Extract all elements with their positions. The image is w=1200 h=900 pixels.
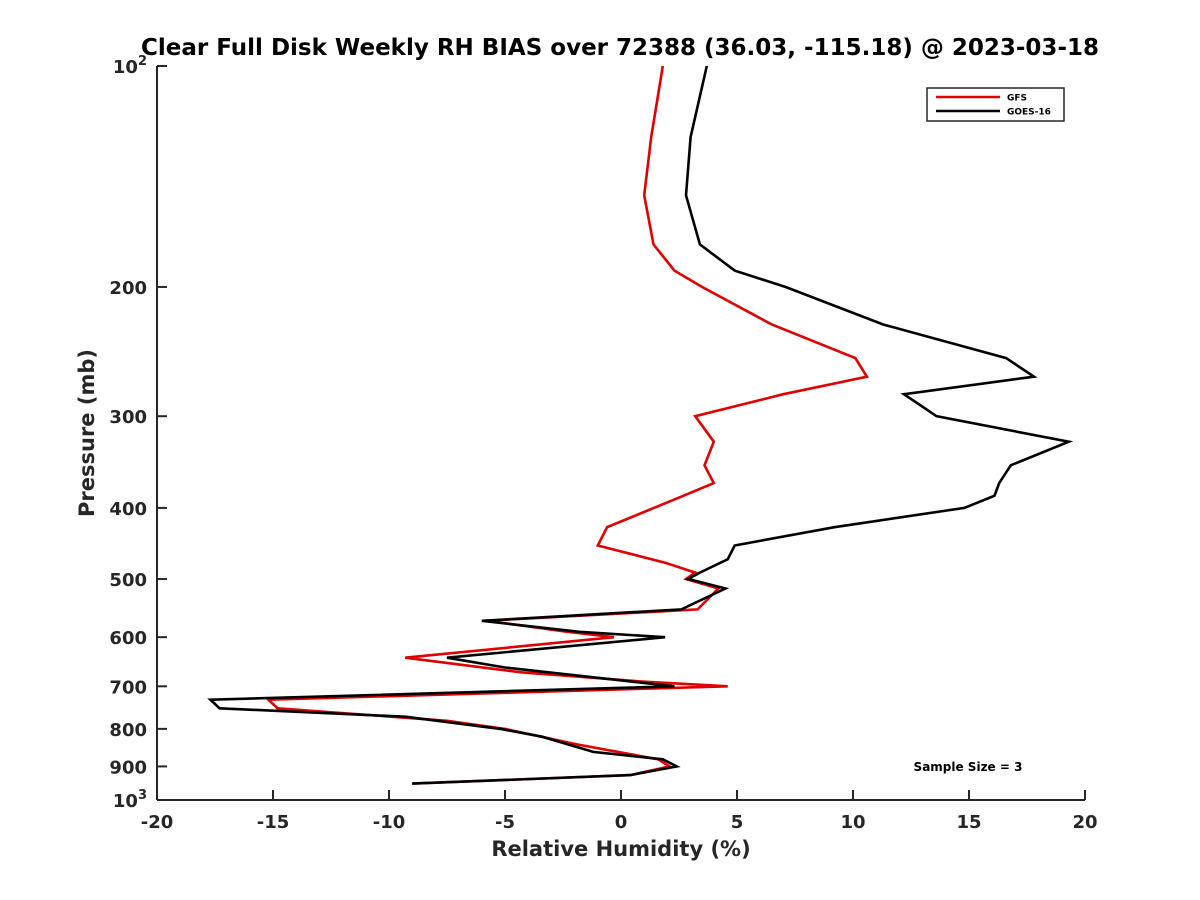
y-tick-label: 900 [109,757,147,778]
x-tick-label: 0 [615,812,628,833]
x-tick-label: -5 [495,812,515,833]
series-group [207,65,1074,785]
x-tick-label: 20 [1072,812,1097,833]
series-line-goes-16 [207,65,1074,785]
x-tick-label: -15 [257,812,290,833]
y-tick-label: 800 [109,720,147,741]
y-tick-label: 300 [109,407,147,428]
legend-label: GFS [1007,94,1027,104]
y-tick-label: 200 [109,278,147,299]
series-line-gfs [265,65,869,785]
y-tick-label: 400 [109,499,147,520]
y-tick-label: 103 [113,788,147,812]
chart-title: Clear Full Disk Weekly RH BIAS over 7238… [141,35,1099,61]
x-tick-label: 5 [731,812,744,833]
x-tick-label: -20 [141,812,174,833]
legend-box [926,87,1065,122]
x-tick-label: 10 [840,812,865,833]
y-axis-label: Pressure (mb) [75,349,99,517]
y-tick-label: 700 [109,677,147,698]
legend: GFS GOES-16 [926,87,1065,122]
y-tick-label: 102 [113,54,147,78]
sample-size-annotation: Sample Size = 3 [914,760,1023,774]
x-tick-label: 15 [956,812,981,833]
x-axis-label: Relative Humidity (%) [491,837,750,861]
y-tick-label: 500 [109,570,147,591]
ticks: -20 -15 -10 -5 0 5 10 15 20 102 200 300 400 500 600 700… [109,54,1097,833]
y-tick-label: 600 [109,628,147,649]
legend-label: GOES-16 [1007,108,1051,118]
x-tick-label: -10 [373,812,406,833]
